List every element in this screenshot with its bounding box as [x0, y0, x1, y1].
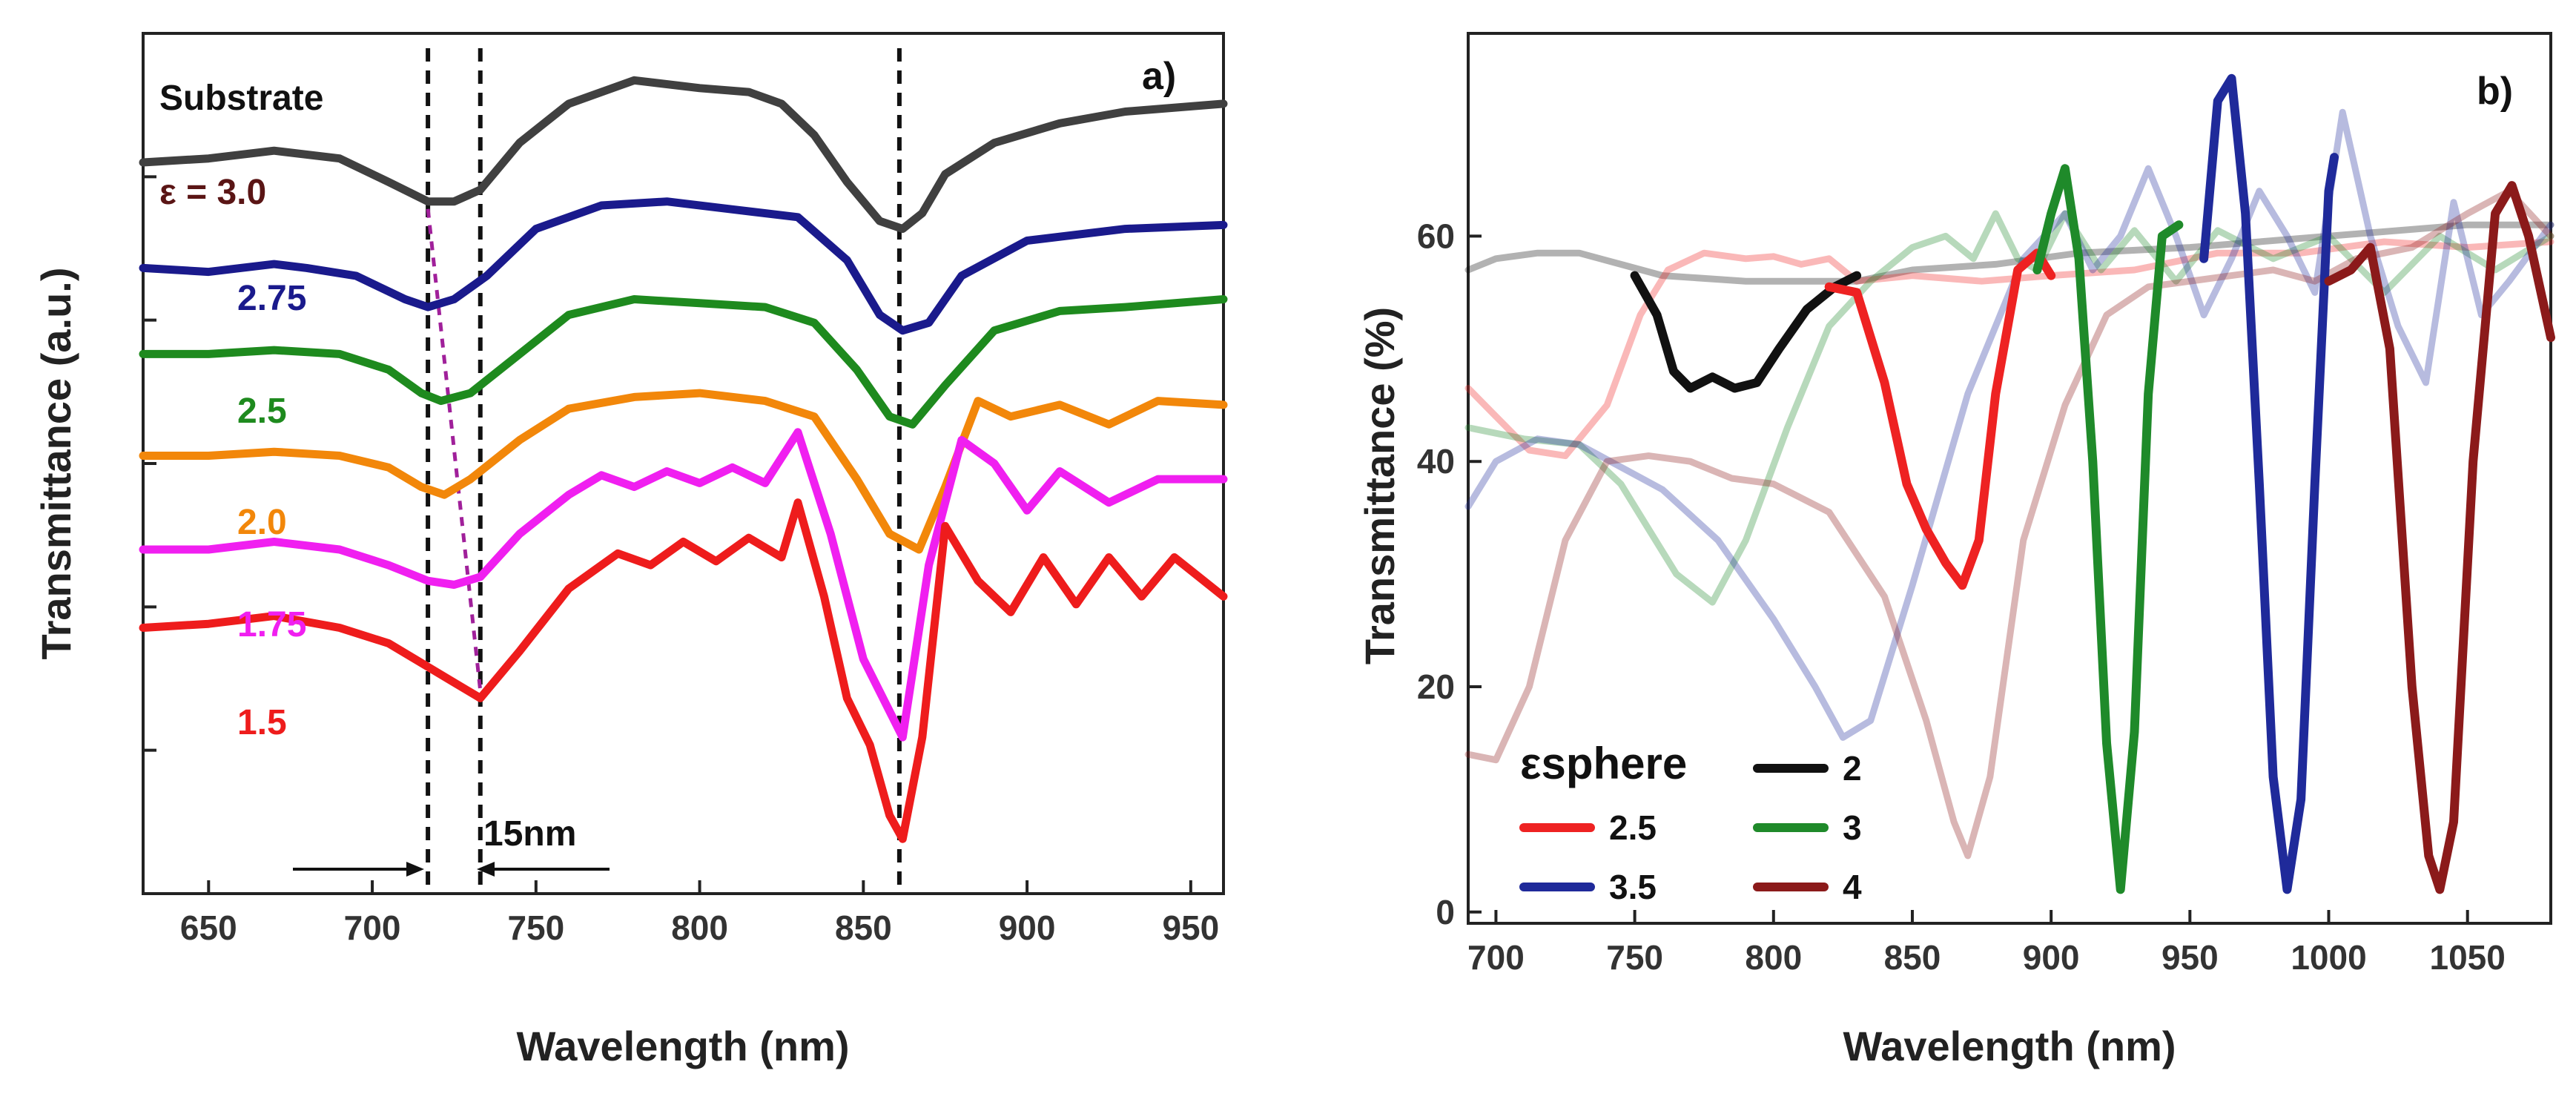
panel-b-y-tick-label: 60	[1417, 217, 1455, 255]
panel-a-curves	[139, 76, 1228, 843]
panel-a-x-tick-label: 700	[344, 908, 401, 947]
faded-curve-3-5	[1464, 108, 2554, 741]
panel-b-x-tick-label: 700	[1467, 938, 1525, 977]
panel-b-y-tick-label: 40	[1417, 442, 1455, 481]
curve-1-5	[139, 498, 1228, 843]
panel-b-faded-curves	[1464, 108, 2554, 860]
legend-label-4: 4	[1843, 868, 1862, 906]
legend-title: εsphere	[1520, 739, 1687, 788]
panel-b-x-tick-label: 900	[2023, 938, 2080, 977]
panel-b-x-axis-label: Wavelength (nm)	[1843, 1023, 2176, 1069]
panel-a-label: a)	[1142, 55, 1176, 98]
panel-b-plot-frame	[1467, 32, 2552, 925]
panel-b-bold-curves	[1630, 73, 2555, 894]
curve-1-75	[139, 428, 1228, 742]
curve-2-75	[139, 197, 1228, 335]
panel-a-x-tick-label: 900	[999, 908, 1056, 947]
panel-b-y-axis-label: Transmittance (%)	[1356, 307, 1403, 664]
panel-b-x-tick-label: 1000	[2291, 938, 2366, 977]
panel-b-y-tick-label: 20	[1417, 667, 1455, 706]
panel-a-x-tick-label: 750	[507, 908, 564, 947]
legend-label-2-5: 2.5	[1609, 808, 1657, 847]
bold-curve-2	[1630, 271, 1862, 393]
panel-a-x-tick-label: 650	[180, 908, 237, 947]
panel-a-x-tick-label: 950	[1162, 908, 1219, 947]
panel-b-ticks: 700 750 800 850 900 950 1000 1050 0 20 40 60	[1417, 217, 2506, 977]
bold-curve-2-5	[1824, 248, 2056, 590]
curve-2-5	[139, 295, 1228, 429]
legend-label-3: 3	[1843, 808, 1862, 847]
legend: εsphere 2 2.5 3 3.5 4	[1519, 739, 1862, 906]
panel-b-x-tick-label: 950	[2161, 938, 2219, 977]
label-eps-2-0: 2.0	[237, 503, 287, 542]
faded-curve-2-5	[1464, 238, 2554, 460]
shift-annotation: 15nm	[483, 814, 576, 854]
label-eps-2-5: 2.5	[237, 392, 287, 431]
panel-a-y-axis-label: Transmittance (a.u.)	[33, 267, 79, 659]
legend-label-2: 2	[1843, 749, 1862, 788]
panel-b-x-tick-label: 1050	[2430, 938, 2506, 977]
panel-a-chart: 650 700 750 800 850 900 950 a) Substrate ε = 3…	[33, 32, 1228, 1069]
legend-label-3-5: 3.5	[1609, 868, 1657, 906]
faded-curve-2	[1464, 221, 2554, 285]
panel-b-x-tick-label: 750	[1606, 938, 1663, 977]
bold-curve-4	[2324, 181, 2555, 894]
panel-a-x-tick-label: 850	[835, 908, 892, 947]
panel-a-x-axis-label: Wavelength (nm)	[516, 1023, 849, 1069]
bold-curve-3	[2032, 164, 2184, 894]
panel-a-x-tick-label: 800	[671, 908, 728, 947]
label-eps-1-75: 1.75	[237, 605, 306, 644]
curve-2-0	[139, 389, 1228, 554]
faded-curve-4	[1464, 188, 2554, 860]
panel-b-x-tick-label: 800	[1745, 938, 1802, 977]
panel-a-ticks: 650 700 750 800 850 900 950	[143, 175, 1219, 947]
panel-b-label: b)	[2477, 70, 2513, 113]
label-eps-2-75: 2.75	[237, 279, 306, 318]
faded-curve-3	[1464, 210, 2554, 606]
shift-arrow-right-head	[477, 862, 495, 877]
panel-b-x-tick-label: 850	[1884, 938, 1941, 977]
label-eps-1-5: 1.5	[237, 703, 287, 742]
panel-b-chart: 700 750 800 850 900 950 1000 1050 0 20 40 60 b) εsp…	[1356, 32, 2555, 1069]
shift-arrow-left-head	[406, 862, 424, 877]
label-substrate: Substrate	[159, 79, 323, 118]
bold-curve-3-5	[2199, 73, 2339, 894]
panel-b-y-tick-label: 0	[1436, 893, 1455, 931]
curve-Substrate	[139, 76, 1228, 234]
label-eps-3-0: ε = 3.0	[159, 173, 266, 212]
